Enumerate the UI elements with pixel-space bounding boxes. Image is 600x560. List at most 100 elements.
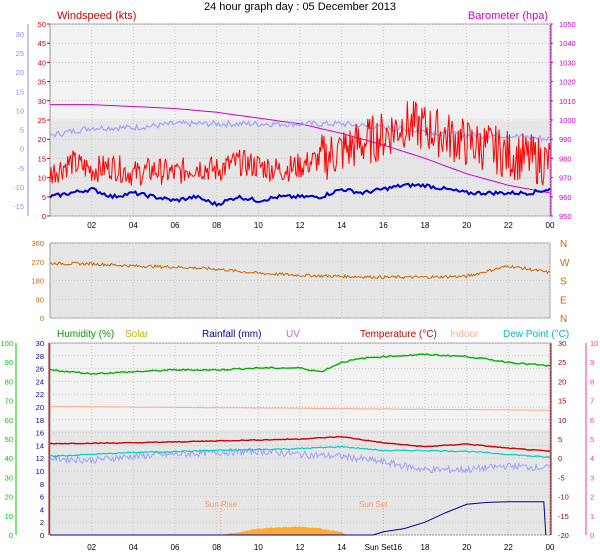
uv-tick-label: 9 <box>590 358 594 367</box>
solar-tick-label: 18 <box>36 416 44 425</box>
direction-tick-label: 270 <box>31 258 44 267</box>
chill-tick-label: 15 <box>16 87 24 96</box>
humidity-tick-label: 70 <box>5 397 13 406</box>
wind-x-tick-label: 02 <box>87 221 96 230</box>
direction-tick-label: 90 <box>36 295 44 304</box>
wind-tick-label: 50 <box>38 20 46 29</box>
temp-tick-label: 5 <box>558 435 562 444</box>
solar-tick-label: 22 <box>36 390 44 399</box>
windavg-series-line <box>49 182 551 208</box>
solar-tick-label: 0 <box>40 531 44 540</box>
wind-tick-label: 25 <box>38 116 46 125</box>
rainfall-label: Rainfall (mm) <box>202 329 261 340</box>
solar-tick-label: 6 <box>40 493 44 502</box>
humidity-tick-label: 10 <box>5 512 13 521</box>
wind-x-tick-label: 22 <box>504 221 513 230</box>
windgust-series-line <box>49 101 551 186</box>
chill-tick-label: 30 <box>16 30 24 39</box>
temperature-label: Temperature (°C) <box>360 329 437 340</box>
temp-x-tick-label: 14 <box>337 543 346 552</box>
solar-tick-label: 16 <box>36 429 44 438</box>
chill-tick-label: -15 <box>13 202 24 211</box>
baro-tick-label: 1010 <box>559 97 576 106</box>
temp-x-tick-label: 10 <box>254 543 263 552</box>
temp-x-tick-label: 04 <box>129 543 138 552</box>
wind-tick-label: 0 <box>42 212 46 221</box>
temp-tick-label: 20 <box>558 377 566 386</box>
solar-tick-label: 14 <box>36 441 44 450</box>
solar-tick-label: 12 <box>36 454 44 463</box>
temp-x-tick-label: 00 <box>546 543 555 552</box>
solar-label: Solar <box>125 329 149 340</box>
compass-label: N <box>560 239 567 250</box>
solar-area <box>220 526 346 536</box>
temp-x-tick-label: 22 <box>504 543 513 552</box>
baro-tick-label: 1050 <box>559 20 576 29</box>
chill-tick-label: -10 <box>13 183 24 192</box>
windchill-temp-series-line <box>49 447 551 474</box>
temp-tick-label: -10 <box>558 493 569 502</box>
humidity-tick-label: 20 <box>5 493 13 502</box>
dewpoint-label: Dew Point (°C) <box>503 329 569 340</box>
direction-series-line <box>49 261 551 280</box>
baro-tick-label: 980 <box>559 154 572 163</box>
temp-x-tick-label: 08 <box>212 543 221 552</box>
baro-tick-label: 1030 <box>559 58 576 67</box>
temp-x-tick-label: 06 <box>171 543 180 552</box>
chill-tick-label: 25 <box>16 49 24 58</box>
chill-tick-label: -5 <box>17 164 24 173</box>
temp-x-tick-label: 12 <box>296 543 305 552</box>
solar-tick-label: 26 <box>36 365 44 374</box>
wind-x-tick-label: 18 <box>421 221 430 230</box>
temp-tick-label: 30 <box>558 339 566 348</box>
uv-label: UV <box>286 329 300 340</box>
wind-x-tick-label: 10 <box>254 221 263 230</box>
solar-tick-label: 20 <box>36 403 44 412</box>
rainfall-series-line <box>50 501 547 536</box>
chill-tick-label: 0 <box>20 145 24 154</box>
sunrise-label: Sun Rise <box>205 500 238 509</box>
solar-tick-label: 28 <box>36 352 44 361</box>
wind-x-tick-label: 20 <box>462 221 471 230</box>
barometer-label: Barometer (hpa) <box>468 10 548 22</box>
indoor-label: Indoor <box>450 329 479 340</box>
temp-tick-label: 25 <box>558 358 566 367</box>
wind-x-tick-label: 14 <box>337 221 346 230</box>
humidity-series-line <box>49 353 551 375</box>
wind-x-tick-label: 08 <box>212 221 221 230</box>
indoor-series-line <box>49 405 551 411</box>
humidity-tick-label: 30 <box>5 473 13 482</box>
solar-tick-label: 2 <box>40 518 44 527</box>
sunset-label: Sun Set <box>359 500 388 509</box>
baro-tick-label: 1040 <box>559 39 576 48</box>
baro-tick-label: 990 <box>559 135 572 144</box>
baro-tick-label: 1020 <box>559 78 576 87</box>
compass-label: W <box>560 258 570 269</box>
uv-tick-label: 3 <box>590 473 594 482</box>
humidity-tick-label: 40 <box>5 454 13 463</box>
direction-tick-label: 360 <box>31 239 44 248</box>
humidity-tick-label: 90 <box>5 358 13 367</box>
temp-plot-shade <box>51 344 549 431</box>
dewpoint-series-line <box>50 445 551 459</box>
humidity-tick-label: 80 <box>5 377 13 386</box>
temperature-series-line <box>49 435 551 452</box>
compass-label: N <box>560 314 567 325</box>
chill-tick-label: 5 <box>20 126 24 135</box>
temp-x-tick-label: 18 <box>421 543 430 552</box>
uv-tick-label: 10 <box>590 339 598 348</box>
windspeed-label: Windspeed (kts) <box>57 10 136 22</box>
barometer-series-line <box>50 104 551 194</box>
uv-tick-label: 0 <box>590 531 594 540</box>
uv-tick-label: 2 <box>590 493 594 502</box>
temp-tick-label: 15 <box>558 397 566 406</box>
baro-tick-label: 960 <box>559 193 572 202</box>
uv-tick-label: 4 <box>590 454 594 463</box>
temp-x-tick-label: Sun Set16 <box>365 543 403 552</box>
uv-tick-label: 6 <box>590 416 594 425</box>
temp-tick-label: -5 <box>558 473 565 482</box>
solar-tick-label: 30 <box>36 339 44 348</box>
wind-tick-label: 35 <box>38 78 46 87</box>
